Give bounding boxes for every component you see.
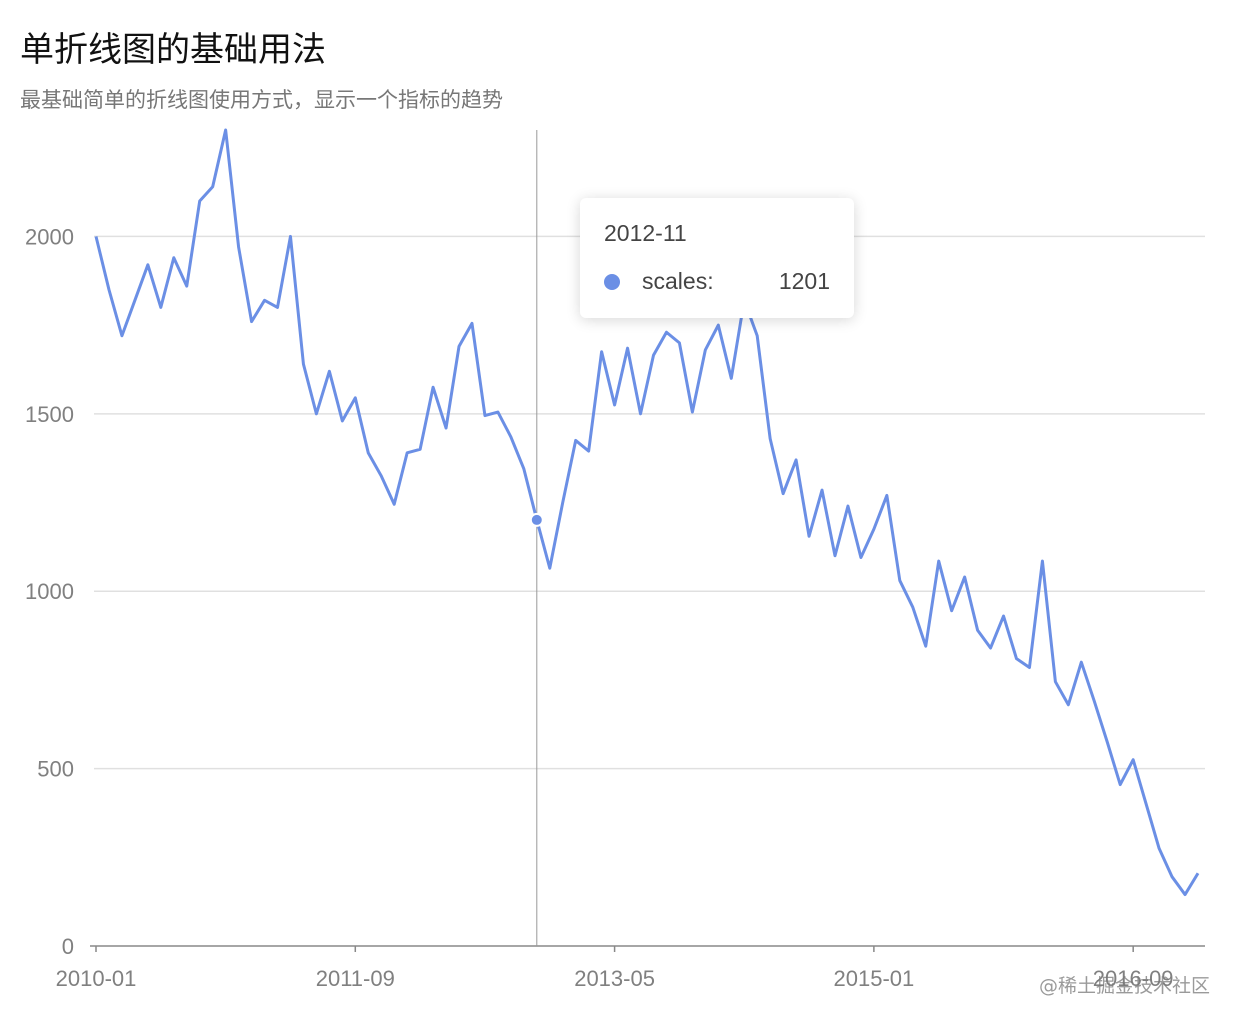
watermark: @稀土掘金技术社区	[1038, 975, 1210, 997]
y-tick-label: 2000	[25, 224, 74, 249]
x-tick-label: 2013-05	[574, 966, 655, 991]
x-tick-label: 2010-01	[56, 966, 137, 991]
chart-title: 单折线图的基础用法	[20, 30, 326, 70]
chart-subtitle: 最基础简单的折线图使用方式，显示一个指标的趋势	[20, 88, 503, 112]
tooltip-date: 2012-11	[604, 220, 687, 246]
series-line-scales[interactable]	[94, 128, 1200, 897]
tooltip-series-marker	[604, 274, 620, 290]
x-tick-label: 2015-01	[834, 966, 915, 991]
y-tick-label: 0	[62, 934, 74, 959]
y-tick-label: 500	[37, 757, 74, 782]
y-axis: 0 500 1000 1500 2000	[25, 224, 74, 959]
tooltip: 2012-11 scales: 1201	[580, 198, 854, 318]
x-tick-label: 2011-09	[316, 966, 395, 991]
y-tick-label: 1500	[25, 402, 74, 427]
x-tick-label: 2016-09	[1093, 966, 1174, 991]
tooltip-series-name: scales:	[642, 268, 714, 294]
tooltip-series-value: 1201	[778, 268, 830, 294]
x-axis: 2010-01 2011-09 2013-05 2015-01 2016-09	[56, 945, 1205, 991]
y-tick-label: 1000	[25, 579, 74, 604]
highlight-point[interactable]	[529, 512, 544, 527]
